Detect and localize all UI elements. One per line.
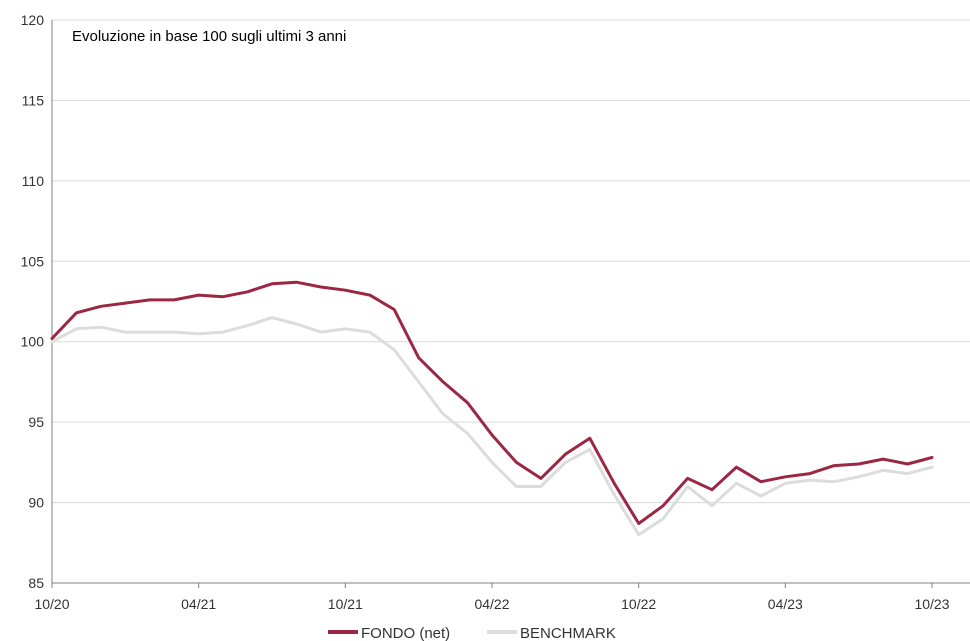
legend: FONDO (net) BENCHMARK (328, 625, 616, 641)
x-tick-label: 10/21 (328, 596, 363, 612)
series-layer (50, 280, 934, 537)
x-tick-label: 04/22 (474, 596, 509, 612)
y-tick-label: 120 (21, 12, 45, 28)
y-tick-label: 100 (21, 334, 45, 350)
y-tick-label: 85 (28, 575, 44, 591)
x-axis: 10/20 04/21 10/21 04/22 10/22 04/23 10/23 (34, 582, 970, 612)
y-tick-label: 95 (28, 414, 44, 430)
y-tick-label: 110 (22, 173, 45, 189)
x-tick-label: 04/21 (181, 596, 216, 612)
x-tick-label: 10/22 (621, 596, 656, 612)
x-tick-label: 10/20 (34, 596, 69, 612)
y-tick-label: 105 (21, 253, 45, 269)
series-line-fondo (50, 280, 934, 525)
y-tick-label: 115 (22, 92, 45, 108)
chart-title: Evoluzione in base 100 sugli ultimi 3 an… (72, 28, 346, 45)
grid-lines (52, 19, 970, 504)
legend-label-benchmark: BENCHMARK (520, 625, 616, 641)
y-axis: 85 90 95 100 105 110 115 120 (21, 12, 53, 591)
y-tick-label: 90 (28, 495, 44, 511)
series-line-benchmark (50, 316, 934, 537)
x-tick-label: 10/23 (914, 596, 949, 612)
legend-label-fondo: FONDO (net) (361, 625, 450, 641)
x-tick-label: 04/23 (768, 596, 803, 612)
